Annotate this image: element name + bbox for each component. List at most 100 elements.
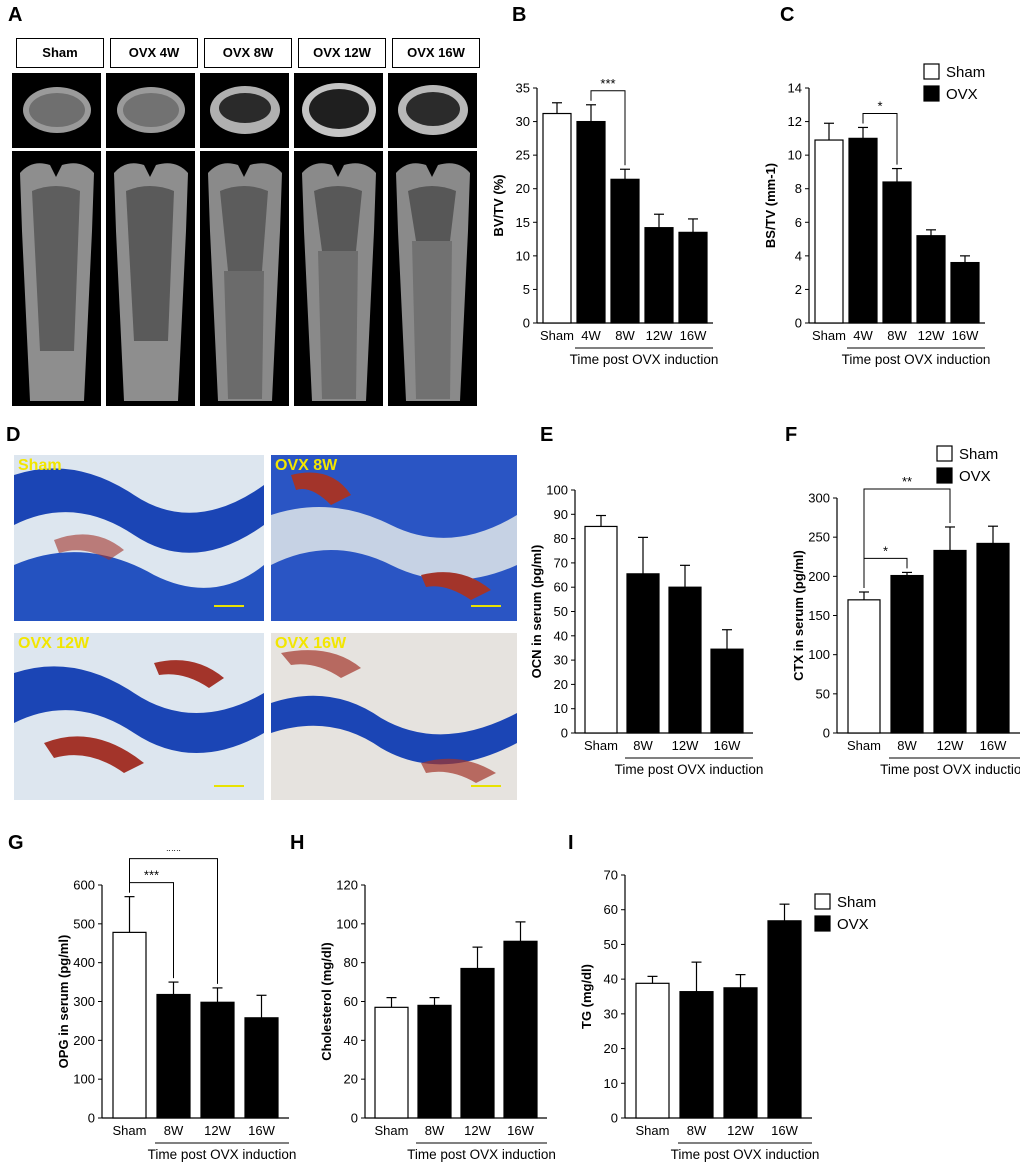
- y-axis-label: BV/TV (%): [492, 174, 506, 236]
- legend-label-sham: Sham: [946, 64, 985, 81]
- x-tick-label: 8W: [687, 1123, 707, 1138]
- y-tick-label: 14: [788, 81, 802, 96]
- y-tick-label: 70: [604, 868, 618, 883]
- y-tick-label: 0: [611, 1111, 618, 1126]
- y-axis-label: Cholesterol (mg/dl): [319, 942, 334, 1060]
- histology-image-sham: Sham: [14, 455, 264, 621]
- chart-cholesterol: 0 20 40 60 80 100 120 Cholesterol (mg/dl) Sham 8W…: [319, 878, 556, 1163]
- y-tick-label: 80: [344, 955, 358, 970]
- x-tick-label: 8W: [425, 1123, 445, 1138]
- y-tick-label: 50: [554, 604, 568, 619]
- panel-letter-d: D: [6, 424, 21, 446]
- legend-label-ovx: OVX: [946, 86, 978, 103]
- y-tick-label: 35: [516, 81, 530, 96]
- bar-16w: [244, 1017, 279, 1119]
- chart-opg-serum: 0 100 200 300 400 500 600 OPG in serum (pg/ml) S…: [56, 850, 296, 1162]
- histology-label-ovx8w: OVX 8W: [275, 457, 338, 474]
- bar-8w: [610, 178, 640, 324]
- bar-16w: [503, 940, 538, 1119]
- significance-bracket: [590, 90, 626, 166]
- microct-femur-ovx12w: [294, 151, 383, 406]
- chart-bv-tv: 0 5 10 15 20 25 30 35 BV/TV (%) Sham 4W 8W 12W 16W Tim…: [492, 76, 719, 367]
- microct-femur-ovx16w: [388, 151, 477, 406]
- x-tick-label: 16W: [680, 328, 707, 343]
- y-tick-label: 50: [816, 686, 830, 701]
- bar-16w: [710, 648, 744, 734]
- y-tick-label: 400: [73, 955, 95, 970]
- histology-label-sham: Sham: [18, 457, 62, 474]
- y-tick-label: 500: [73, 916, 95, 931]
- x-tick-label: 8W: [164, 1123, 184, 1138]
- y-tick-label: 20: [554, 677, 568, 692]
- bar-16w: [678, 231, 708, 324]
- significance-bracket: [862, 112, 898, 165]
- microct-femur-sham: [12, 151, 101, 406]
- bar-16w: [950, 261, 980, 324]
- histology-image-ovx8w: OVX 8W: [271, 455, 517, 621]
- chart-ctx-serum: 0 50 100 150 200 250 300 CTX in serum (pg/ml) Sh…: [791, 445, 1020, 777]
- x-tick-label: 8W: [633, 738, 653, 753]
- x-tick-label: 8W: [897, 738, 917, 753]
- legend-label-sham: Sham: [837, 894, 876, 911]
- x-tick-label: 12W: [646, 328, 673, 343]
- y-tick-label: 300: [73, 994, 95, 1009]
- panel-letter-g: G: [8, 832, 24, 854]
- bar-8w: [679, 991, 714, 1119]
- microct-cross-section-ovx4w: [106, 73, 195, 148]
- microct-cross-section-sham: [12, 73, 101, 148]
- y-tick-label: 50: [604, 937, 618, 952]
- microct-femur-ovx8w: [200, 151, 289, 406]
- legend-label-ovx: OVX: [959, 468, 991, 485]
- legend-swatch-sham: [814, 893, 831, 910]
- x-tick-label: 16W: [771, 1123, 798, 1138]
- x-tick-label: 8W: [615, 328, 635, 343]
- significance-label: ***: [144, 868, 159, 883]
- microct-label-sham: Sham: [16, 38, 104, 68]
- y-tick-label: 10: [604, 1076, 618, 1091]
- x-tick-label: 4W: [581, 328, 601, 343]
- y-tick-label: 250: [808, 530, 830, 545]
- y-axis-label: OPG in serum (pg/ml): [56, 935, 71, 1069]
- significance-bracket: [129, 858, 218, 984]
- microct-cross-section-ovx8w: [200, 73, 289, 148]
- y-tick-label: 80: [554, 531, 568, 546]
- x-axis-label: Time post OVX induction: [570, 352, 719, 367]
- x-tick-label: 12W: [672, 738, 699, 753]
- y-tick-label: 200: [808, 569, 830, 584]
- x-tick-label: Sham: [636, 1123, 670, 1138]
- bar-sham: [814, 139, 844, 324]
- significance-label: *: [877, 98, 882, 113]
- y-tick-label: 100: [546, 483, 568, 498]
- y-axis-label: TG (mg/dl): [579, 964, 594, 1029]
- y-tick-label: 20: [604, 1041, 618, 1056]
- microct-cross-section-ovx12w: [294, 73, 383, 148]
- y-tick-label: 10: [516, 248, 530, 263]
- y-tick-label: 60: [554, 580, 568, 595]
- y-tick-label: 40: [554, 628, 568, 643]
- x-tick-label: 16W: [714, 738, 741, 753]
- legend: Sham OVX: [814, 893, 876, 933]
- y-tick-label: 0: [523, 316, 530, 331]
- y-tick-label: 70: [554, 555, 568, 570]
- x-tick-label: 16W: [952, 328, 979, 343]
- legend: Sham OVX: [923, 63, 985, 103]
- x-axis-label: Time post OVX induction: [407, 1147, 556, 1162]
- y-tick-label: 0: [795, 316, 802, 331]
- significance-label: *: [883, 543, 888, 558]
- y-tick-label: 90: [554, 507, 568, 522]
- y-tick-label: 0: [823, 726, 830, 741]
- y-tick-label: 0: [351, 1111, 358, 1126]
- y-tick-label: 25: [516, 148, 530, 163]
- x-tick-label: 12W: [918, 328, 945, 343]
- y-tick-label: 5: [523, 282, 530, 297]
- bar-16w: [976, 542, 1010, 734]
- y-tick-label: 15: [516, 215, 530, 230]
- x-tick-label: Sham: [847, 738, 881, 753]
- x-tick-label: 12W: [937, 738, 964, 753]
- y-tick-label: 120: [336, 878, 358, 893]
- bar-8w: [626, 573, 660, 734]
- y-tick-label: 2: [795, 282, 802, 297]
- bar-sham: [542, 112, 572, 324]
- legend-swatch-ovx: [936, 467, 953, 484]
- bar-12w: [916, 235, 946, 324]
